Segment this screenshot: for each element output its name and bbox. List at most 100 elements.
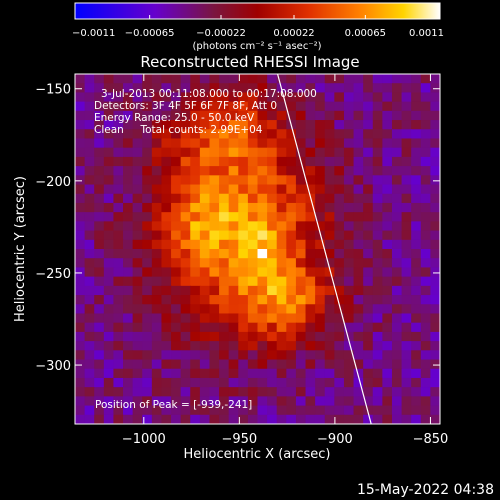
- heatmap-cell: [199, 331, 211, 342]
- heatmap-cell: [401, 322, 412, 333]
- heatmap-cell: [343, 267, 355, 278]
- heatmap-cell: [123, 267, 134, 278]
- heatmap-cell: [420, 359, 431, 370]
- heatmap-cell: [113, 341, 124, 351]
- heatmap-cell: [324, 313, 335, 324]
- heatmap-cell: [411, 396, 422, 407]
- heatmap-cell: [430, 74, 440, 84]
- heatmap-cell: [305, 147, 316, 158]
- heatmap-cell: [209, 221, 220, 232]
- heatmap-cell: [401, 405, 412, 416]
- heatmap-cell: [382, 83, 393, 94]
- heatmap-cell: [276, 193, 287, 204]
- heatmap-cell: [267, 405, 278, 416]
- heatmap-cell: [257, 184, 268, 195]
- heatmap-cell: [286, 230, 297, 241]
- heatmap-cell: [238, 120, 249, 130]
- annotation-energy-range: Energy Range: 25.0 - 50.0 keV: [94, 112, 255, 124]
- heatmap-cell: [257, 258, 268, 269]
- heatmap-cell: [247, 350, 259, 361]
- heatmap-cell: [142, 74, 153, 84]
- heatmap-cell: [305, 166, 316, 176]
- heatmap-cell: [267, 359, 278, 370]
- heatmap-cell: [161, 304, 172, 315]
- heatmap-cell: [334, 166, 345, 176]
- heatmap-cell: [199, 304, 211, 315]
- heatmap-cell: [228, 83, 239, 94]
- heatmap-cell: [343, 202, 355, 213]
- heatmap-cell: [401, 267, 412, 278]
- heatmap-cell: [247, 368, 259, 379]
- heatmap-cell: [372, 147, 383, 158]
- heatmap-cell: [324, 230, 335, 241]
- heatmap-cell: [103, 74, 115, 84]
- heatmap-cell: [257, 341, 268, 351]
- heatmap-cell: [420, 92, 431, 103]
- heatmap-cell: [238, 267, 249, 278]
- heatmap-cell: [238, 230, 249, 241]
- heatmap-cell: [372, 387, 383, 397]
- heatmap-cell: [334, 147, 345, 158]
- heatmap-cell: [305, 295, 316, 305]
- heatmap-cell: [353, 414, 364, 424]
- heatmap-cell: [334, 249, 345, 259]
- heatmap-cell: [84, 368, 95, 379]
- heatmap-cell: [103, 368, 115, 379]
- heatmap-cell: [199, 156, 211, 167]
- x-tick-label: −850: [413, 432, 449, 447]
- heatmap-cell: [94, 156, 105, 167]
- heatmap-cell: [363, 276, 374, 287]
- heatmap-cell: [276, 267, 287, 278]
- heatmap-cell: [286, 405, 297, 416]
- heatmap-cell: [315, 212, 326, 222]
- heatmap-cell: [353, 267, 364, 278]
- heatmap-cell: [84, 221, 95, 232]
- heatmap-cell: [382, 92, 393, 103]
- heatmap-cell: [324, 110, 335, 121]
- heatmap-cell: [276, 377, 287, 388]
- heatmap-cell: [305, 258, 316, 269]
- heatmap-cell: [411, 304, 422, 315]
- heatmap-cell: [401, 156, 412, 167]
- heatmap-cell: [199, 120, 211, 130]
- heatmap-cell: [209, 202, 220, 213]
- heatmap-cell: [132, 184, 143, 195]
- heatmap-cell: [142, 258, 153, 269]
- heatmap-cell: [286, 193, 297, 204]
- heatmap-cell: [372, 341, 383, 351]
- heatmap-cell: [247, 92, 259, 103]
- heatmap-cell: [103, 322, 115, 333]
- heatmap-cell: [363, 304, 374, 315]
- heatmap-cell: [315, 341, 326, 351]
- heatmap-cell: [75, 359, 86, 370]
- heatmap-cell: [276, 101, 287, 112]
- heatmap-cell: [372, 295, 383, 305]
- heatmap-cell: [372, 322, 383, 333]
- heatmap-cell: [238, 193, 249, 204]
- heatmap-cell: [363, 368, 374, 379]
- heatmap-cell: [113, 83, 124, 94]
- heatmap-cell: [113, 377, 124, 388]
- heatmap-cell: [171, 175, 182, 186]
- heatmap-cell: [84, 147, 95, 158]
- heatmap-cell: [420, 156, 431, 167]
- heatmap-cell: [411, 184, 422, 195]
- heatmap-cell: [305, 239, 316, 250]
- heatmap-cell: [103, 414, 115, 424]
- heatmap-cell: [257, 74, 268, 84]
- heatmap-cell: [113, 166, 124, 176]
- heatmap-cell: [382, 368, 393, 379]
- heatmap-cell: [142, 295, 153, 305]
- heatmap-cell: [142, 387, 153, 397]
- heatmap-cell: [353, 110, 364, 121]
- heatmap-cell: [391, 230, 403, 241]
- heatmap-cell: [324, 129, 335, 140]
- heatmap-cell: [257, 239, 268, 250]
- heatmap-cell: [151, 304, 163, 315]
- heatmap-cell: [94, 101, 105, 112]
- heatmap-cell: [305, 212, 316, 222]
- heatmap-cell: [391, 405, 403, 416]
- heatmap-cell: [228, 120, 239, 130]
- heatmap-cell: [180, 276, 191, 287]
- heatmap-cell: [286, 101, 297, 112]
